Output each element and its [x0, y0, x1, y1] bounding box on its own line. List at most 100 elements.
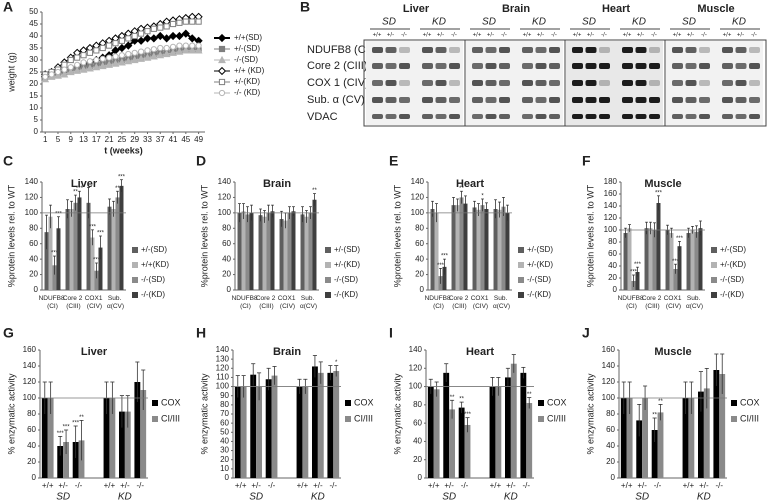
blot-band	[372, 97, 383, 103]
significance: ***	[76, 186, 84, 192]
blot-band	[399, 63, 410, 69]
marker	[92, 63, 101, 71]
marker	[194, 46, 203, 54]
legend-label: -/-(KD)	[720, 290, 744, 299]
blot-band	[472, 63, 483, 69]
bar	[312, 199, 317, 290]
x-tick-label: 41	[169, 135, 178, 144]
x-tick-label: Core 2 (CIII)	[63, 295, 84, 310]
y-tick-label: 60	[606, 425, 615, 434]
label-line: (CIV)	[473, 303, 488, 310]
marker	[86, 58, 94, 65]
x-tick-label: +/-	[637, 481, 647, 490]
blot-band	[399, 47, 410, 53]
bar	[241, 211, 246, 290]
y-tick-label: 35	[29, 43, 38, 52]
chart-title: Heart	[466, 346, 494, 358]
blot-band	[672, 63, 683, 69]
bar	[304, 216, 309, 290]
legend-label: +/-(SD)	[334, 245, 360, 254]
y-tick-label: 100	[25, 208, 39, 217]
marker	[80, 52, 87, 59]
marker	[217, 66, 227, 76]
blot-band	[549, 63, 560, 69]
blot-band	[649, 47, 660, 53]
bar	[109, 398, 116, 478]
blot-band	[449, 97, 460, 103]
marker	[54, 68, 62, 76]
blot-band	[699, 63, 710, 69]
significance: ***	[55, 211, 63, 217]
bar	[327, 372, 334, 478]
blot-band	[449, 47, 460, 53]
blot-band	[699, 80, 710, 86]
bar	[682, 398, 689, 478]
y-tick-label: 80	[222, 223, 231, 232]
genotype-label: +/+	[673, 33, 682, 39]
legend-swatch	[538, 400, 544, 406]
legend-label: +/+(SD)	[234, 33, 262, 42]
panel-letter: E	[389, 153, 398, 169]
marker	[175, 31, 184, 41]
y-tick-label: 120	[602, 377, 616, 386]
bar	[140, 390, 147, 478]
bar	[669, 233, 674, 290]
bar	[69, 209, 74, 290]
genotype-label: +/-	[737, 33, 744, 39]
y-tick-label: 120	[23, 377, 37, 386]
y-tick-label: 160	[23, 345, 37, 354]
group-label: SD	[56, 492, 70, 503]
y-tick-label: 40	[606, 441, 615, 450]
label-line: (CI)	[433, 303, 444, 310]
legend-label: COX	[354, 397, 374, 407]
blot-band	[672, 114, 683, 119]
blot-band	[385, 97, 397, 103]
marker	[60, 70, 69, 78]
marker	[98, 61, 107, 70]
bar	[635, 272, 640, 290]
marker	[137, 54, 146, 62]
significance: ***	[676, 236, 684, 242]
blot-band	[749, 63, 760, 69]
blot-band	[399, 80, 410, 86]
blot-band	[672, 47, 683, 53]
panel-letter: D	[196, 153, 206, 169]
x-tick-label: +/+	[297, 481, 309, 490]
marker	[181, 46, 190, 54]
x-tick-label: NDUFB8 (CI)	[39, 295, 67, 310]
blot-band	[649, 97, 660, 103]
y-tick-label: 80	[608, 237, 617, 246]
blot-band	[749, 80, 760, 86]
blot-band	[599, 47, 610, 53]
significance: **	[459, 397, 464, 403]
x-tick-label: COX1 (CIV)	[471, 295, 491, 310]
marker	[149, 34, 158, 43]
y-tick-label: 100	[218, 208, 232, 217]
chart-title: Heart	[456, 178, 484, 190]
group-label: SD	[635, 492, 649, 503]
marker	[156, 31, 165, 41]
legend-label: -/- (KD)	[234, 88, 261, 97]
blot-band	[699, 114, 710, 119]
diet-label: SD	[582, 17, 596, 28]
bar	[283, 220, 288, 290]
label-line: Core 2	[449, 295, 470, 302]
x-tick-label: NDUFB8 (CI)	[425, 295, 453, 310]
legend-label: +/-(SD)	[720, 245, 746, 254]
label-line: COX1	[85, 295, 105, 302]
blot-band	[622, 63, 633, 69]
blot-band	[449, 114, 460, 119]
x-tick-label: 1	[43, 135, 48, 144]
bar	[505, 212, 510, 290]
marker	[124, 41, 133, 50]
marker	[195, 18, 202, 25]
blot-band	[385, 47, 397, 53]
bar	[52, 265, 57, 290]
marker	[217, 33, 227, 43]
genotype-label: +/+	[723, 33, 732, 39]
y-axis-title: % enzymatic activity	[392, 373, 402, 455]
y-tick-label: 100	[216, 382, 230, 391]
x-tick-label: 9	[69, 135, 74, 144]
group-label: SD	[249, 492, 263, 503]
bar	[697, 391, 704, 478]
